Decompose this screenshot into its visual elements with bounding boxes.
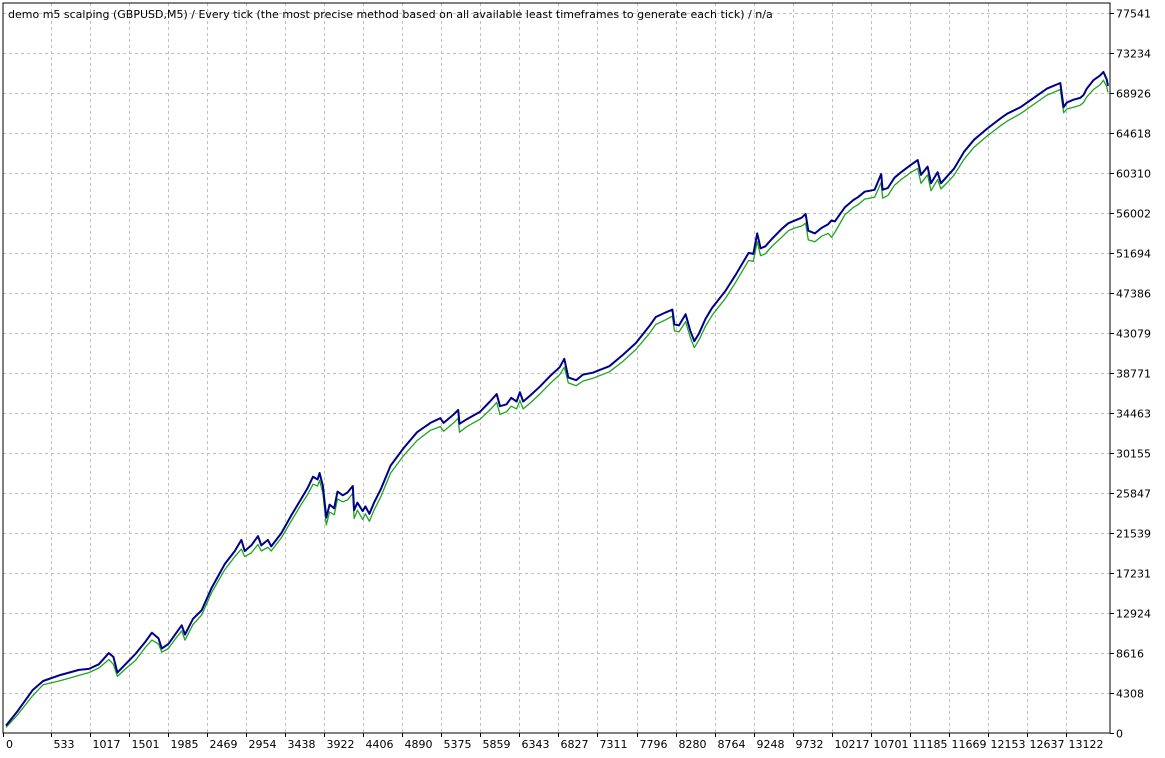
chart-title: demo m5 scalping (GBPUSD,M5) / Every tic… [8,8,773,21]
x-tick-label: 7796 [640,738,668,751]
x-tick-label: 1017 [93,738,121,751]
x-tick-label: 8280 [679,738,707,751]
balance-line [5,70,1109,727]
y-tick-label: 68926 [1116,88,1151,101]
y-tick-label: 64618 [1116,128,1151,141]
series-lines [5,70,1109,728]
x-tick-label: 6343 [522,738,550,751]
grid-lines [3,3,1110,733]
y-tick-label: 30155 [1116,448,1151,461]
y-tick-label: 51694 [1116,248,1151,261]
x-tick-label: 533 [54,738,75,751]
y-tick-label: 47386 [1116,288,1151,301]
x-tick-label: 13122 [1069,738,1104,751]
x-tick-label: 7311 [600,738,628,751]
y-tick-label: 56002 [1116,208,1151,221]
plot-frame [2,2,1111,734]
y-tick-label: 77541 [1116,8,1151,21]
x-tick-label: 3438 [288,738,316,751]
y-tick-label: 12924 [1116,608,1151,621]
x-tick-label: 4890 [405,738,433,751]
y-tick-label: 17231 [1116,568,1151,581]
equity-line [5,79,1109,728]
x-tick-label: 1501 [132,738,160,751]
y-axis-ticks: 0 4308 8616 12924 17231 21539 25847 30155 34463 3… [1110,8,1151,741]
x-tick-label: 2954 [249,738,277,751]
y-tick-label: 25847 [1116,488,1151,501]
y-tick-label: 43079 [1116,328,1151,341]
x-tick-label: 10701 [874,738,909,751]
x-tick-label: 5859 [483,738,511,751]
x-tick-label: 9732 [796,738,824,751]
x-tick-label: 3922 [327,738,355,751]
x-tick-label: 1985 [171,738,199,751]
x-tick-label: 8764 [718,738,746,751]
x-tick-label: 11185 [913,738,948,751]
y-tick-label: 21539 [1116,528,1151,541]
y-tick-label: 38771 [1116,368,1151,381]
x-axis-ticks: 0 533 1017 1501 1985 2469 2954 3438 3922 4406 4890… [3,733,1104,751]
x-tick-label: 5375 [444,738,472,751]
x-tick-label: 9248 [757,738,785,751]
x-tick-label: 12637 [1030,738,1065,751]
x-tick-label: 12153 [991,738,1026,751]
x-tick-label: 6827 [561,738,589,751]
y-tick-label: 34463 [1116,408,1151,421]
y-tick-label: 8616 [1116,648,1144,661]
y-tick-label: 73234 [1116,48,1151,61]
y-tick-label: 0 [1116,728,1123,741]
y-tick-label: 4308 [1116,688,1144,701]
x-tick-label: 11669 [952,738,987,751]
x-tick-label: 2469 [210,738,238,751]
x-tick-label: 4406 [366,738,394,751]
x-tick-label: 0 [6,738,13,751]
x-tick-label: 10217 [835,738,870,751]
y-tick-label: 60310 [1116,168,1151,181]
